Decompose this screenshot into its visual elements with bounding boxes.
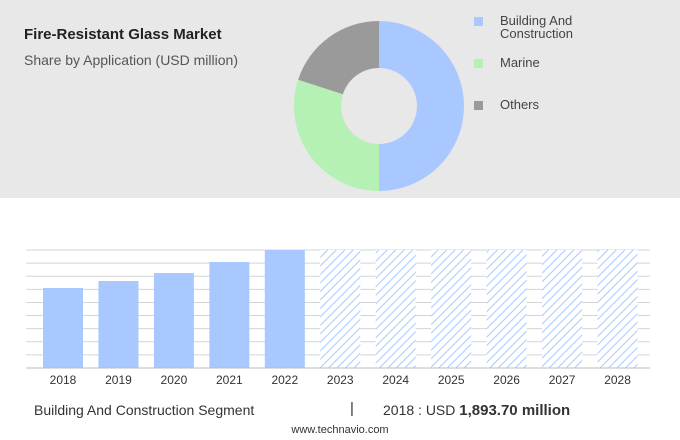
footer-value-prefix: 2018 : USD [383, 402, 456, 418]
bar-2026 [486, 250, 527, 368]
x-tick-label: 2022 [271, 373, 298, 387]
x-tick-label: 2025 [438, 373, 465, 387]
x-tick-label: 2026 [493, 373, 520, 387]
bar-2023 [320, 250, 361, 368]
donut-slice-marine [294, 79, 379, 191]
legend-label: Others [500, 97, 540, 112]
bar-2020 [153, 273, 194, 368]
source-url: www.technavio.com [291, 424, 389, 436]
bar-2027 [542, 250, 583, 368]
chart-title: Fire-Resistant Glass Market [24, 26, 222, 43]
x-tick-label: 2018 [50, 373, 77, 387]
x-tick-label: 2023 [327, 373, 354, 387]
x-tick-label: 2020 [161, 373, 188, 387]
legend-label: Marine [500, 55, 540, 70]
bar-chart: 2018 2019 2020 2021 2022 2023 2024 2025 2026 2027… [26, 249, 650, 387]
legend-item: Marine [474, 56, 610, 69]
bar-2022 [264, 250, 305, 368]
donut-chart [294, 21, 464, 191]
footer-value: 2018 : USD 1,893.70 million [383, 402, 570, 419]
legend-item: Building And Construction [474, 14, 610, 40]
bar-2028 [597, 250, 638, 368]
footer-value-amount: 1,893.70 million [459, 402, 571, 419]
legend-swatch [474, 17, 483, 26]
legend-swatch [474, 101, 483, 110]
bar-2025 [431, 250, 472, 368]
x-tick-label: 2028 [604, 373, 631, 387]
legend-swatch [474, 59, 483, 68]
legend-label: Building And Construction [500, 13, 573, 41]
bar-2019 [98, 281, 139, 368]
bar-2024 [375, 250, 416, 368]
x-tick-label: 2021 [216, 373, 243, 387]
footer-separator: | [350, 400, 354, 417]
x-tick-label: 2019 [105, 373, 132, 387]
x-tick-label: 2024 [382, 373, 409, 387]
footer-segment-label: Building And Construction Segment [34, 402, 255, 418]
bar-2021 [209, 262, 250, 368]
donut-slice-others [298, 21, 379, 95]
x-tick-label: 2027 [549, 373, 576, 387]
legend-item: Others [474, 98, 610, 111]
bar-2018 [43, 288, 83, 368]
donut-slice-building-and-construction [379, 21, 464, 191]
chart-subtitle: Share by Application (USD million) [24, 52, 238, 68]
